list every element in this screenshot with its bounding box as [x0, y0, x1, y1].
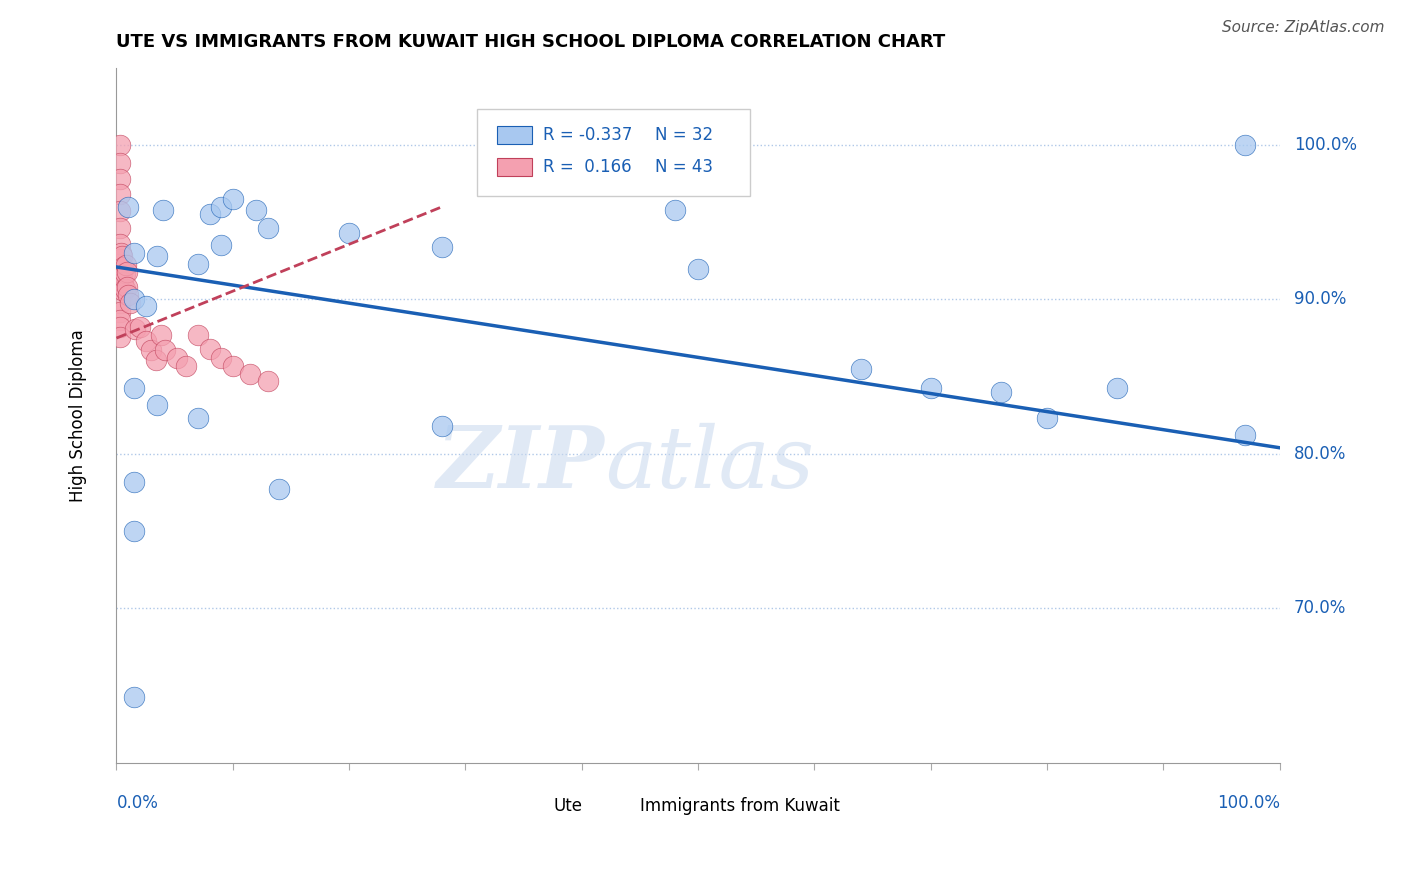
Point — [149, 328, 172, 343]
Point — [111, 249, 134, 263]
Point — [135, 334, 157, 348]
Point — [124, 322, 146, 336]
Text: 90.0%: 90.0% — [1294, 291, 1346, 309]
Point — [256, 375, 278, 389]
Point — [187, 328, 209, 343]
Text: 100.0%: 100.0% — [1216, 794, 1279, 813]
Point — [122, 293, 145, 307]
Point — [135, 299, 157, 313]
Point — [337, 226, 360, 240]
Text: R = -0.337: R = -0.337 — [543, 126, 633, 145]
Point — [239, 367, 262, 381]
Point — [688, 261, 710, 276]
Text: ZIP: ZIP — [437, 422, 605, 506]
Point — [122, 475, 145, 489]
Point — [1105, 380, 1128, 394]
Point — [198, 342, 221, 356]
Text: UTE VS IMMIGRANTS FROM KUWAIT HIGH SCHOOL DIPLOMA CORRELATION CHART: UTE VS IMMIGRANTS FROM KUWAIT HIGH SCHOO… — [117, 33, 946, 51]
Point — [117, 287, 139, 301]
Point — [146, 397, 169, 411]
Text: Source: ZipAtlas.com: Source: ZipAtlas.com — [1222, 20, 1385, 35]
Point — [1233, 428, 1256, 442]
Point — [108, 320, 131, 334]
Point — [108, 204, 131, 219]
FancyBboxPatch shape — [477, 110, 751, 196]
FancyBboxPatch shape — [522, 799, 550, 813]
Point — [209, 351, 232, 366]
Point — [155, 343, 177, 358]
Point — [432, 419, 454, 434]
Point — [920, 380, 942, 394]
Point — [1233, 137, 1256, 152]
Point — [664, 202, 686, 217]
Text: R =  0.166: R = 0.166 — [543, 158, 633, 176]
Point — [108, 252, 131, 267]
Point — [432, 240, 454, 254]
FancyBboxPatch shape — [496, 126, 531, 145]
Text: 80.0%: 80.0% — [1294, 445, 1346, 463]
Point — [112, 276, 135, 290]
Point — [114, 259, 136, 273]
Point — [108, 268, 131, 282]
Point — [111, 283, 134, 297]
Point — [120, 295, 142, 310]
Text: Ute: Ute — [554, 797, 583, 815]
Point — [122, 380, 145, 394]
Point — [187, 257, 209, 271]
Point — [146, 249, 169, 263]
Point — [108, 280, 131, 294]
Point — [108, 312, 131, 326]
Point — [111, 268, 134, 282]
Point — [108, 236, 131, 251]
Point — [108, 329, 131, 343]
Point — [115, 280, 138, 294]
Point — [990, 385, 1012, 400]
Point — [849, 362, 872, 376]
Point — [117, 200, 139, 214]
Point — [145, 352, 167, 367]
Point — [245, 202, 267, 217]
Point — [187, 411, 209, 425]
Point — [112, 260, 135, 274]
Point — [108, 156, 131, 170]
Text: N = 43: N = 43 — [655, 158, 713, 176]
Point — [166, 351, 188, 366]
Point — [122, 524, 145, 539]
Point — [108, 305, 131, 319]
Point — [115, 265, 138, 279]
Text: 70.0%: 70.0% — [1294, 599, 1346, 617]
Point — [198, 207, 221, 221]
Point — [108, 295, 131, 310]
Point — [222, 359, 245, 373]
Point — [108, 172, 131, 186]
Text: High School Diploma: High School Diploma — [69, 329, 87, 501]
Point — [256, 221, 278, 235]
Point — [108, 221, 131, 235]
Point — [122, 690, 145, 704]
Point — [152, 202, 174, 217]
Text: 100.0%: 100.0% — [1294, 136, 1357, 154]
Point — [110, 246, 132, 260]
Text: 0.0%: 0.0% — [117, 794, 159, 813]
Point — [122, 246, 145, 260]
FancyBboxPatch shape — [496, 158, 531, 176]
Point — [269, 483, 291, 497]
Point — [174, 359, 197, 373]
Point — [209, 238, 232, 252]
Text: N = 32: N = 32 — [655, 126, 713, 145]
Point — [141, 343, 163, 358]
Point — [108, 187, 131, 202]
Point — [209, 200, 232, 214]
Point — [114, 282, 136, 296]
FancyBboxPatch shape — [605, 799, 633, 813]
Point — [108, 137, 131, 152]
Text: Immigrants from Kuwait: Immigrants from Kuwait — [640, 797, 839, 815]
Point — [128, 320, 150, 334]
Text: atlas: atlas — [605, 423, 814, 506]
Point — [1036, 411, 1059, 425]
Point — [222, 192, 245, 206]
Point — [114, 266, 136, 280]
